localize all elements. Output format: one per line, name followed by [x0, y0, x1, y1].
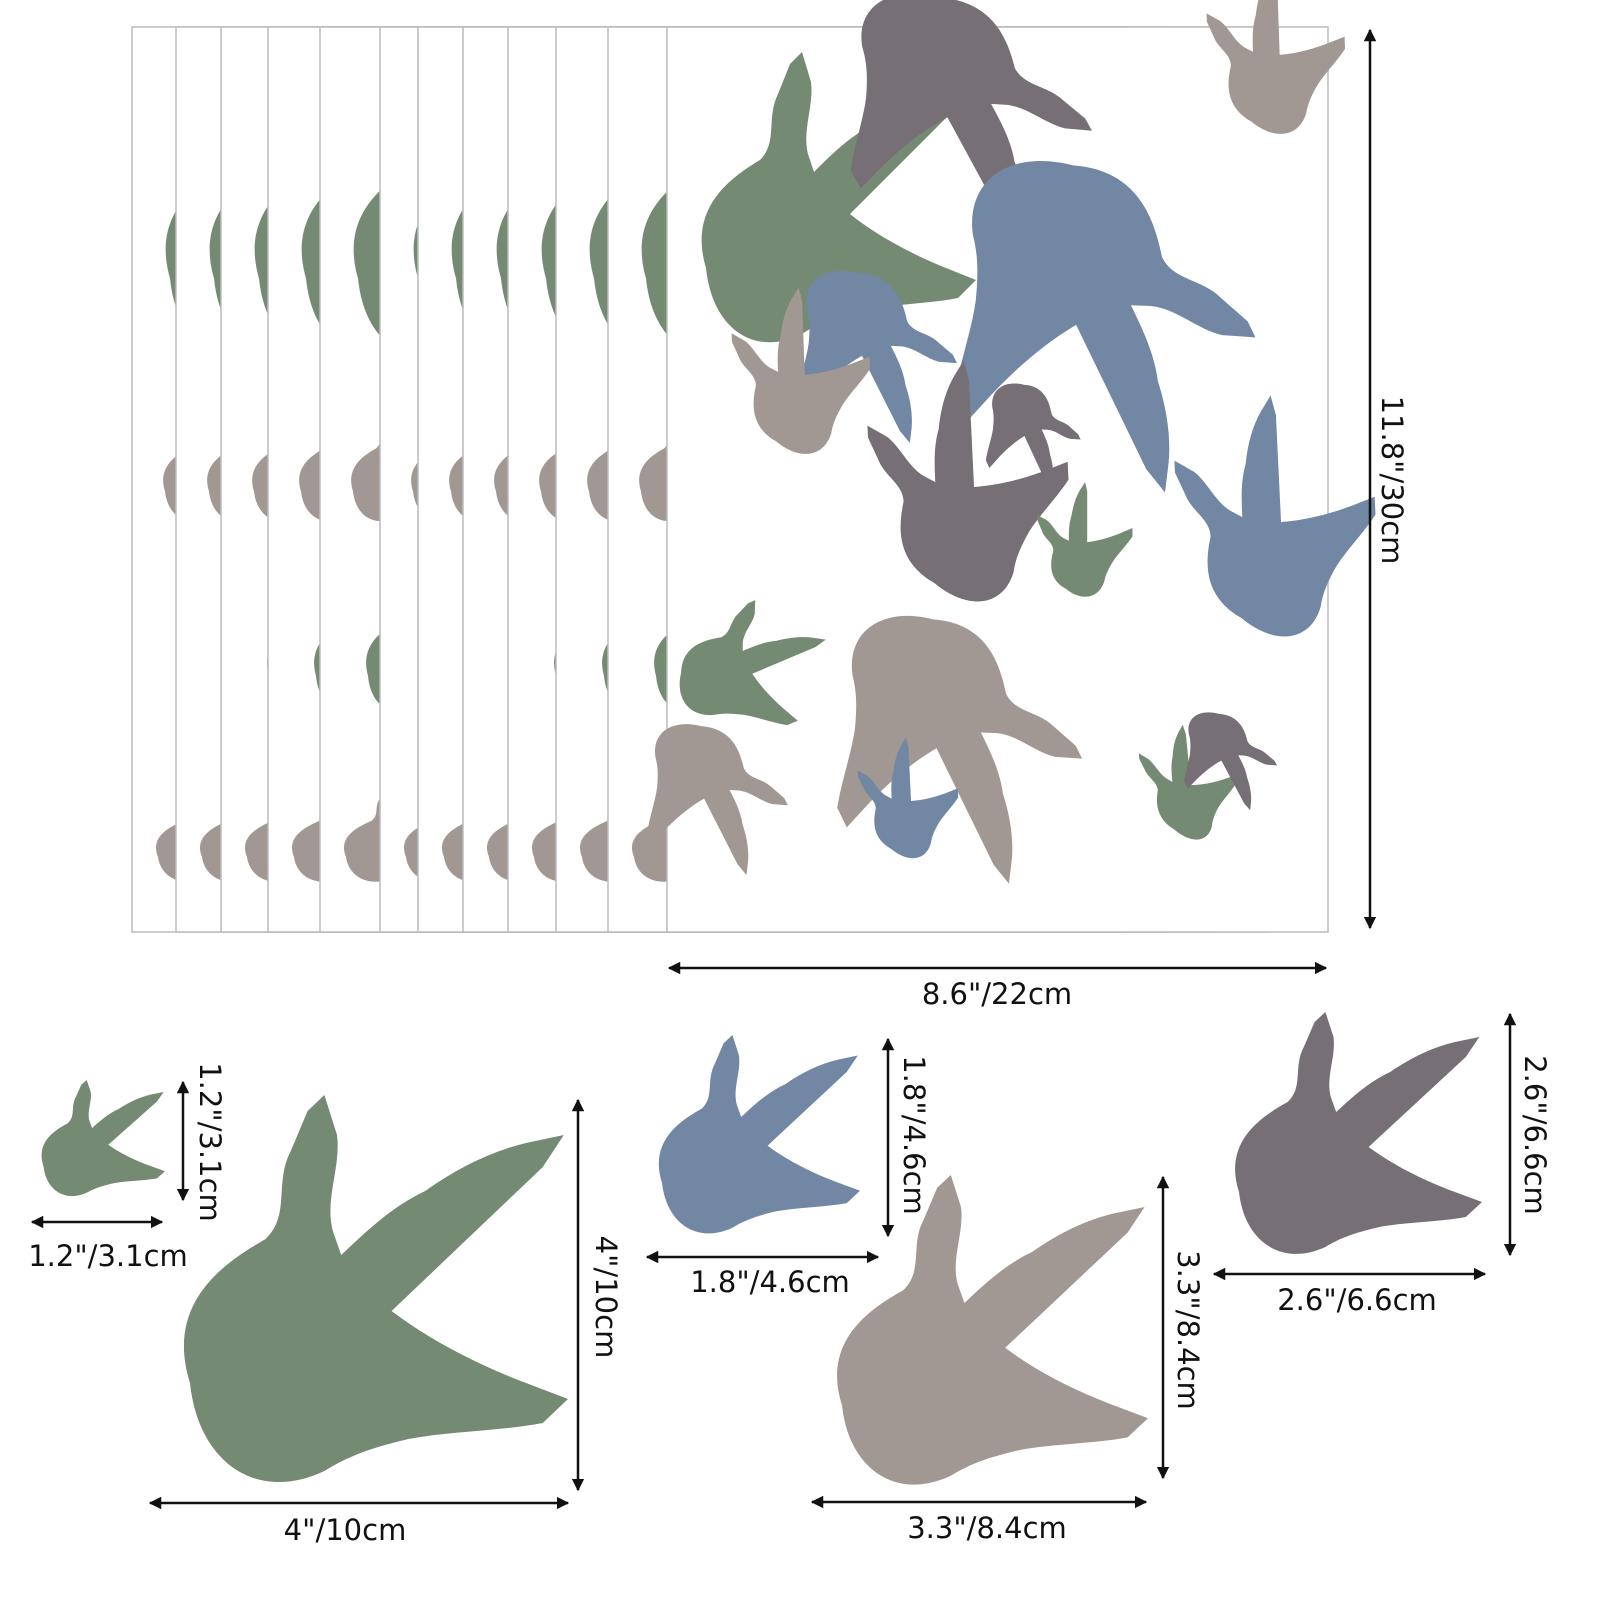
sheet: [623, 0, 1407, 933]
footprint-samples: [41, 1012, 1482, 1485]
width-label: 1.8"/4.6cm: [690, 1265, 850, 1299]
footprint: [837, 1175, 1148, 1485]
footprint: [41, 1080, 165, 1197]
height-label: 3.3"/8.4cm: [1171, 1250, 1205, 1410]
footprint: [183, 1095, 568, 1483]
sheet-height-label: 11.8"/30cm: [1375, 396, 1409, 565]
height-label: 1.8"/4.6cm: [897, 1055, 931, 1215]
height-label: 2.6"/6.6cm: [1518, 1055, 1552, 1215]
sheet-stack: [131, 0, 1407, 933]
height-label: 4"/10cm: [589, 1236, 623, 1359]
height-label: 1.2"/3.1cm: [193, 1062, 227, 1222]
sheet-width-label: 8.6"/22cm: [922, 977, 1072, 1011]
width-label: 4"/10cm: [284, 1513, 407, 1547]
footprint: [1235, 1012, 1482, 1254]
width-label: 2.6"/6.6cm: [1277, 1283, 1437, 1317]
width-label: 3.3"/8.4cm: [907, 1511, 1067, 1545]
width-label: 1.2"/3.1cm: [28, 1239, 188, 1273]
footprint: [658, 1035, 860, 1234]
